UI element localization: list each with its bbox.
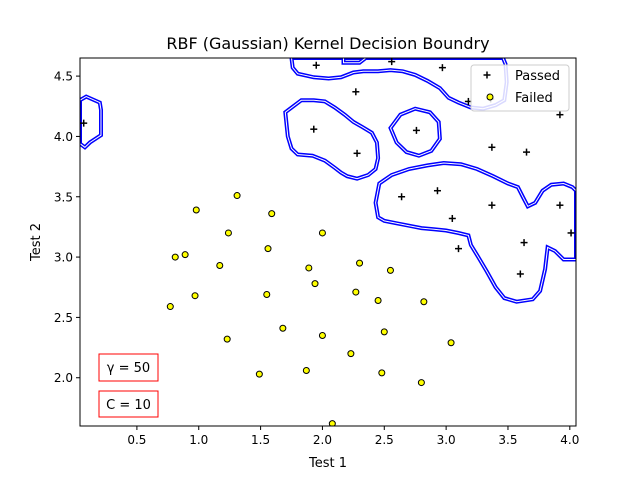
- passed-point-19: [520, 239, 528, 247]
- chart-title: RBF (Gaussian) Kernel Decision Boundry: [166, 34, 489, 53]
- failed-point-8: [216, 262, 224, 270]
- passed-point-4: [438, 64, 446, 72]
- y-tick-label: 4.5: [54, 70, 73, 84]
- y-axis-label: Test 2: [29, 223, 44, 262]
- failed-point-22: [223, 335, 231, 343]
- y-tick-label: 4.0: [54, 130, 73, 144]
- legend-passed-marker: [483, 71, 491, 79]
- passed-point-2: [352, 88, 360, 96]
- gamma-annotation-text: γ = 50: [107, 361, 150, 376]
- passed-point-12: [353, 149, 361, 157]
- failed-point-23: [447, 339, 455, 347]
- legend: Passed Failed: [470, 64, 570, 112]
- gamma-annotation: γ = 50: [98, 353, 159, 382]
- failed-point-7: [171, 253, 179, 261]
- failed-point-17: [420, 298, 428, 306]
- c-annotation-text: C = 10: [106, 398, 151, 413]
- failed-point-12: [311, 280, 319, 288]
- failed-point-28: [417, 379, 425, 387]
- passed-point-0: [80, 119, 88, 127]
- boundary-contour-inner-4: [389, 108, 441, 157]
- boundary-contour-inner-2: [343, 58, 367, 64]
- passed-point-17: [556, 201, 564, 209]
- failed-point-15: [352, 288, 360, 296]
- axes-frame: [79, 57, 577, 427]
- failed-point-24: [347, 350, 355, 358]
- legend-failed-label: Failed: [515, 91, 553, 106]
- c-annotation: C = 10: [98, 390, 159, 418]
- boundary-contour-inner-0: [80, 96, 102, 148]
- failed-point-18: [166, 303, 174, 311]
- failed-point-13: [191, 292, 199, 300]
- c-annotation-box: [98, 390, 159, 418]
- x-tick-label: 2.0: [313, 433, 332, 447]
- x-tick-label: 4.0: [560, 433, 579, 447]
- passed-point-1: [312, 61, 320, 69]
- legend-failed-marker: [486, 93, 494, 101]
- decision-boundary: [80, 58, 576, 304]
- x-tick-label: 0.5: [127, 433, 146, 447]
- failed-point-5: [181, 251, 189, 259]
- failed-point-14: [263, 290, 271, 298]
- passed-point-11: [523, 148, 531, 156]
- legend-passed-label: Passed: [515, 69, 560, 84]
- y-tick-label: 3.5: [54, 190, 73, 204]
- scatter-points: [80, 58, 575, 426]
- y-tick-label: 2.0: [54, 371, 73, 385]
- passed-point-9: [412, 126, 420, 134]
- failed-point-0: [233, 192, 241, 200]
- failed-point-16: [374, 297, 382, 305]
- failed-point-25: [255, 370, 263, 378]
- passed-point-15: [488, 201, 496, 209]
- passed-point-18: [454, 245, 462, 253]
- failed-point-11: [386, 266, 394, 274]
- boundary-contour-inner-5: [375, 162, 576, 303]
- failed-point-10: [356, 259, 364, 267]
- failed-point-9: [305, 264, 313, 272]
- passed-point-3: [388, 58, 396, 66]
- failed-point-29: [328, 420, 336, 426]
- boundary-contour-inner-3: [284, 99, 379, 180]
- passed-point-10: [488, 143, 496, 151]
- gamma-annotation-box: [98, 353, 159, 382]
- x-tick-label: 3.5: [498, 433, 517, 447]
- y-tick-label: 3.0: [54, 251, 73, 265]
- y-tick-label: 2.5: [54, 311, 73, 325]
- x-tick-label: 1.5: [251, 433, 270, 447]
- passed-point-7: [556, 111, 564, 119]
- x-tick-label: 1.0: [189, 433, 208, 447]
- x-axis-label: Test 1: [308, 456, 347, 471]
- failed-point-20: [318, 332, 326, 340]
- legend-box: [470, 64, 570, 112]
- failed-point-26: [302, 366, 310, 374]
- failed-point-27: [378, 369, 386, 377]
- failed-point-6: [264, 245, 272, 253]
- passed-point-8: [310, 125, 318, 133]
- passed-point-20: [516, 270, 524, 278]
- y-axis-ticks: 2.0 2.5 3.0 3.5 4.0 4.5: [54, 70, 80, 385]
- x-tick-label: 3.0: [437, 433, 456, 447]
- passed-point-16: [448, 214, 456, 222]
- x-tick-label: 2.5: [375, 433, 394, 447]
- failed-point-19: [279, 324, 287, 332]
- failed-point-21: [380, 328, 388, 336]
- x-axis-ticks: 0.5 1.0 1.5 2.0 2.5 3.0 3.5 4.0: [127, 426, 579, 447]
- failed-point-4: [318, 229, 326, 237]
- failed-point-2: [268, 210, 276, 218]
- failed-point-1: [192, 206, 200, 214]
- failed-point-3: [224, 229, 232, 237]
- passed-point-21: [567, 229, 575, 237]
- passed-point-13: [398, 193, 406, 201]
- passed-point-14: [433, 187, 441, 195]
